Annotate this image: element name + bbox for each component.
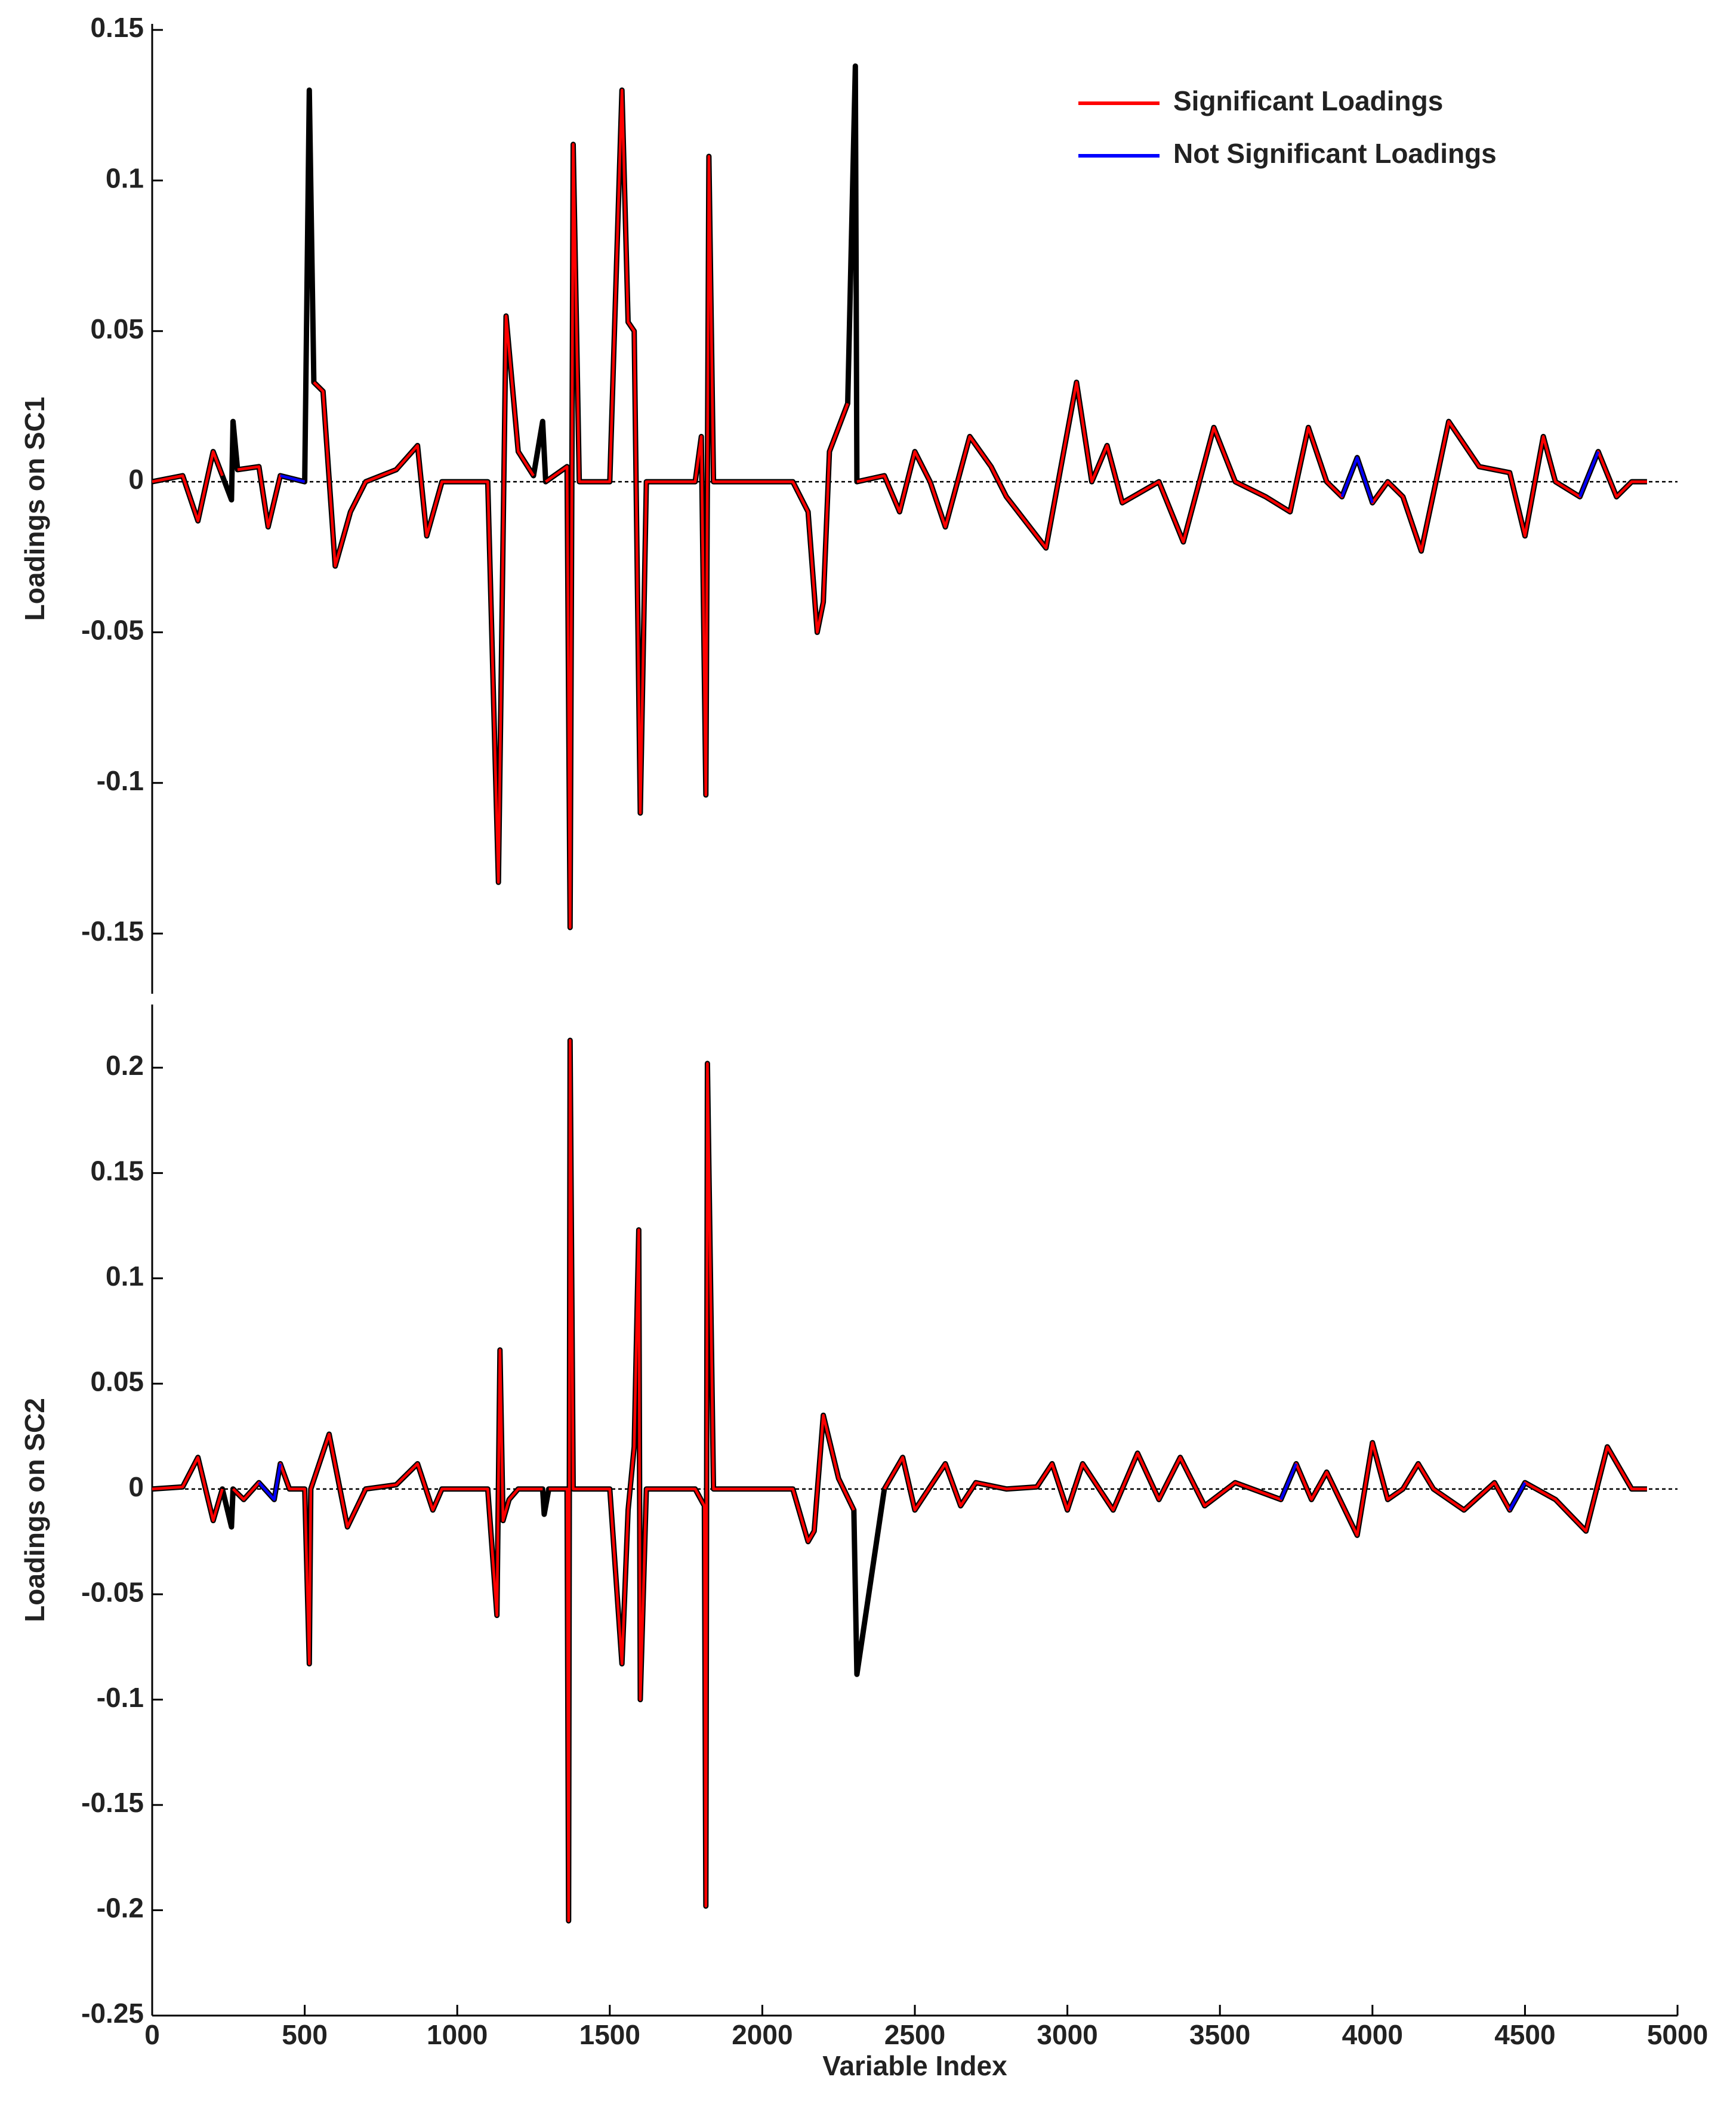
- x-axis-label: Variable Index: [822, 2050, 1007, 2081]
- y-tick-label: -0.15: [81, 916, 144, 947]
- x-tick-label: 5000: [1647, 2019, 1708, 2050]
- y-tick-label: 0.15: [90, 12, 144, 43]
- x-tick-label: 3500: [1189, 2019, 1250, 2050]
- series-line: [258, 1463, 1527, 1511]
- y-tick-label: -0.1: [97, 765, 144, 796]
- x-tick-label: 500: [282, 2019, 328, 2050]
- y-tick-label: -0.05: [81, 615, 144, 646]
- x-tick-label: 2000: [732, 2019, 793, 2050]
- y-tick-label: -0.2: [97, 1893, 144, 1924]
- series-line: [152, 88, 1647, 929]
- x-tick-label: 4000: [1342, 2019, 1403, 2050]
- y-tick-label: -0.1: [97, 1682, 144, 1713]
- y-tick-label: -0.25: [81, 1998, 144, 2029]
- x-tick-label: 0: [144, 2019, 160, 2050]
- x-tick-label: 2500: [884, 2019, 945, 2050]
- y-axis-label: Loadings on SC2: [19, 1398, 50, 1622]
- y-tick-label: 0.1: [106, 163, 144, 194]
- y-tick-label: 0.1: [106, 1261, 144, 1292]
- x-tick-label: 1500: [579, 2019, 640, 2050]
- y-tick-label: 0.05: [90, 1366, 144, 1397]
- series-line: [280, 451, 1600, 504]
- y-tick-label: 0.2: [106, 1050, 144, 1081]
- x-tick-label: 4500: [1494, 2019, 1555, 2050]
- legend-label: Not Significant Loadings: [1173, 138, 1497, 169]
- x-tick-label: 3000: [1037, 2019, 1097, 2050]
- y-tick-label: 0.15: [90, 1155, 144, 1186]
- y-tick-label: 0.05: [90, 313, 144, 344]
- y-tick-label: -0.15: [81, 1787, 144, 1818]
- y-tick-label: -0.05: [81, 1576, 144, 1607]
- series-line: [152, 1039, 1647, 1922]
- x-tick-label: 1000: [427, 2019, 488, 2050]
- legend-label: Significant Loadings: [1173, 85, 1443, 116]
- series-line: [152, 63, 1647, 930]
- y-tick-label: 0: [128, 464, 144, 495]
- series-line: [152, 1037, 1647, 1924]
- y-axis-label: Loadings on SC1: [19, 397, 50, 621]
- y-tick-label: 0: [128, 1471, 144, 1502]
